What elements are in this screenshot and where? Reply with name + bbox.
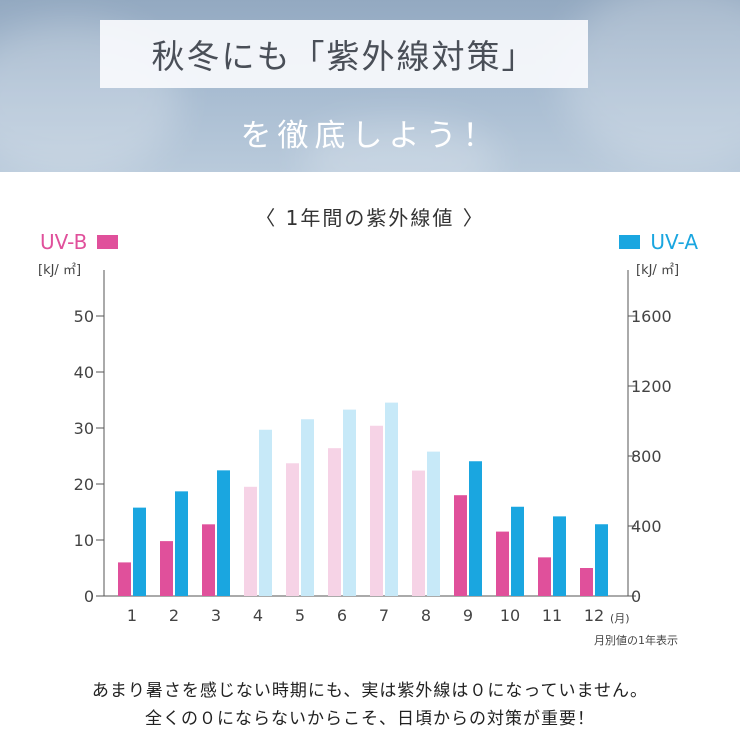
right-tick-label: 400 (631, 517, 662, 536)
bar-uvb-8 (412, 470, 425, 596)
month-label-4: 4 (253, 606, 263, 625)
chart-footnote: 月別値の1年表示 (594, 634, 678, 647)
right-axis-unit: [kJ/ ㎡] (636, 263, 680, 278)
bar-uva-9 (469, 461, 482, 596)
message-line-2: 全くの０にならないからこそ、日頃からの対策が重要！ (145, 709, 595, 729)
month-label-2: 2 (169, 606, 179, 625)
left-tick-label: 40 (74, 363, 94, 382)
bar-uvb-6 (328, 448, 341, 596)
month-label-6: 6 (337, 606, 347, 625)
left-tick-label: 30 (74, 419, 94, 438)
legend-uva-swatch (619, 235, 641, 249)
right-tick-label: 1200 (631, 377, 672, 396)
left-tick-label: 20 (74, 475, 94, 494)
message-line-1: あまり暑さを感じない時期にも、実は紫外線は０になっていません。 (91, 681, 649, 701)
title-box: 秋冬にも「紫外線対策」 (100, 20, 588, 88)
bar-uva-4 (259, 429, 272, 596)
bar-uva-11 (553, 516, 566, 596)
bar-uvb-2 (160, 541, 173, 596)
right-tick-label: 0 (631, 587, 641, 606)
bar-uvb-3 (202, 524, 215, 596)
bar-uvb-1 (118, 562, 131, 596)
bar-uvb-12 (580, 568, 593, 596)
x-axis-unit: (月) (610, 612, 630, 625)
bar-uva-10 (511, 506, 524, 596)
bar-uva-12 (595, 524, 608, 596)
month-label-5: 5 (295, 606, 305, 625)
left-axis-unit: [kJ/ ㎡] (38, 263, 82, 278)
bar-uvb-10 (496, 531, 509, 596)
legend-uva: UV-A (619, 229, 698, 255)
legend-uvb-swatch (97, 235, 119, 249)
month-label-8: 8 (421, 606, 431, 625)
chart-title: 〈 1年間の紫外線値 〉 (255, 206, 485, 230)
left-tick-label: 0 (84, 587, 94, 606)
bar-uvb-5 (286, 463, 299, 596)
bar-uva-5 (301, 419, 314, 596)
page-subtitle: を徹底しよう！ (240, 118, 500, 154)
left-tick-label: 50 (74, 307, 94, 326)
legend-uvb-label: UV-B (40, 230, 88, 254)
bar-uvb-7 (370, 425, 383, 596)
bar-uva-6 (343, 409, 356, 596)
month-label-10: 10 (500, 606, 520, 625)
bar-uvb-11 (538, 557, 551, 596)
month-label-7: 7 (379, 606, 389, 625)
right-tick-label: 1600 (631, 307, 672, 326)
bar-uva-2 (175, 491, 188, 596)
bar-uva-7 (385, 402, 398, 596)
bar-uvb-9 (454, 495, 467, 596)
legend-uvb: UV-B (40, 229, 119, 255)
bar-uvb-4 (244, 486, 257, 596)
month-label-9: 9 (463, 606, 473, 625)
legend-uva-label: UV-A (650, 230, 698, 254)
month-label-12: 12 (584, 606, 604, 625)
month-label-1: 1 (127, 606, 137, 625)
right-tick-label: 800 (631, 447, 662, 466)
bar-uva-1 (133, 507, 146, 596)
left-tick-label: 10 (74, 531, 94, 550)
month-label-3: 3 (211, 606, 221, 625)
bar-uva-8 (427, 451, 440, 596)
month-label-11: 11 (542, 606, 562, 625)
page-title: 秋冬にも「紫外線対策」 (151, 37, 537, 76)
header-banner: 秋冬にも「紫外線対策」 を徹底しよう！ (0, 0, 740, 172)
bar-uva-3 (217, 470, 230, 596)
